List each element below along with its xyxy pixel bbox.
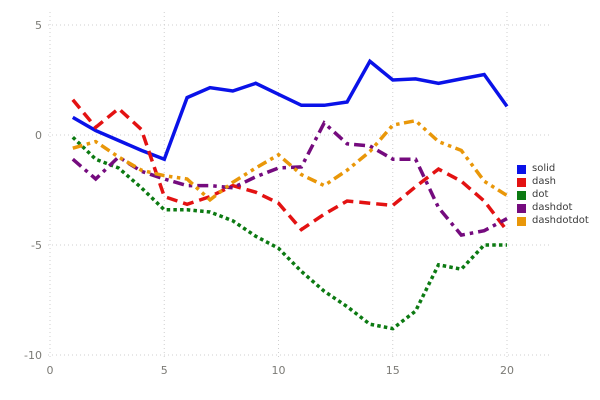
legend-swatch-icon: [517, 177, 526, 187]
series-line-solid: [71, 58, 509, 162]
legend-label: dashdotdot: [532, 215, 589, 226]
legend-swatch-icon: [517, 203, 526, 213]
x-tick-label: 15: [386, 364, 400, 377]
legend-label: dash: [532, 176, 557, 187]
legend-label: solid: [532, 163, 556, 174]
y-tick-label: 0: [35, 129, 42, 142]
series-line-dot: [71, 135, 507, 331]
gridlines: [48, 12, 551, 360]
legend-item-dash: dash: [517, 177, 589, 187]
x-tick-label: 10: [272, 364, 286, 377]
legend-item-dot: dot: [517, 190, 589, 200]
legend-swatch-icon: [517, 216, 526, 226]
legend-item-dashdot: dashdot: [517, 203, 589, 213]
legend-label: dot: [532, 189, 549, 200]
y-tick-label: -10: [24, 349, 42, 362]
x-tick-label: 0: [47, 364, 54, 377]
legend: solid dash dot dashdot dashdotdot: [517, 164, 589, 226]
legend-item-dashdotdot: dashdotdot: [517, 216, 589, 226]
series-line-dashdotdot: [72, 118, 508, 203]
legend-swatch-icon: [517, 190, 526, 200]
y-tick-label: -5: [31, 239, 42, 252]
legend-item-solid: solid: [517, 164, 589, 174]
series-line-dashdot: [71, 120, 508, 238]
y-tick-label: 5: [35, 19, 42, 32]
series-line-dash: [71, 98, 509, 232]
legend-swatch-icon: [517, 164, 526, 174]
x-tick-label: 5: [161, 364, 168, 377]
x-tick-label: 20: [500, 364, 514, 377]
axis-labels: 5 0 -5 -10 0 5 10 15 20: [24, 19, 514, 377]
legend-label: dashdot: [532, 202, 573, 213]
